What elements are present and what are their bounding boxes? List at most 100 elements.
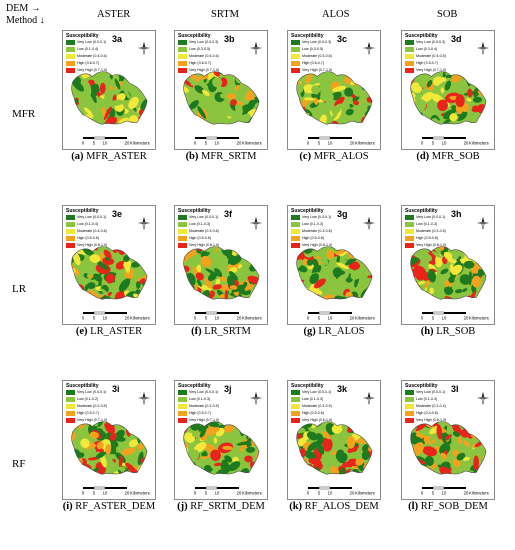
north-arrow-icon (249, 216, 263, 230)
panel-caption: (k) RF_ALOS_DEM (277, 501, 391, 512)
legend-title: Susceptibility (291, 208, 324, 214)
legend-swatch (405, 61, 414, 66)
legend-entry: Very Low (0.0-0.3) (405, 39, 465, 46)
legend-title: Susceptibility (66, 208, 99, 214)
legend-title: Susceptibility (291, 383, 324, 389)
legend-swatch (66, 390, 75, 395)
map-legend: Susceptibility Very Low (0.0-0.1) Low (0.1… (405, 383, 465, 424)
scale-unit-label: Kilometers (130, 141, 150, 146)
legend-entry: High (0.6-0.7) (291, 60, 351, 67)
panel-caption: (h) LR_SOB (391, 326, 505, 337)
legend-label: High (0.6-0.7) (77, 61, 99, 65)
legend-entry: High (0.4-0.6) (405, 410, 465, 417)
caption-letter: (g) (303, 326, 316, 337)
scale-tick-label: 5 (205, 141, 208, 146)
scale-tick-label: 0 (307, 316, 310, 321)
legend-label: Low (0.1-0.3) (416, 397, 438, 401)
scale-tick-label: 20 (464, 316, 469, 321)
map-legend: Susceptibility Very Low (0.0-0.1) Low (0.1… (66, 208, 126, 249)
susceptibility-map-panel: Susceptibility Very Low (0.0-0.1) Low (0.1… (287, 205, 381, 325)
caption-letter: (a) (71, 151, 84, 162)
caption-text: MFR_ALOS (313, 151, 369, 162)
legend-entry: High (0.6-0.8) (178, 235, 238, 242)
legend-swatch (178, 236, 187, 241)
legend-entry: High (0.6-0.7) (178, 60, 238, 67)
legend-label: High (0.5-0.7) (77, 411, 99, 415)
legend-swatch (405, 54, 414, 59)
caption-text: RF_SOB_DEM (420, 501, 488, 512)
scale-bar: 0 5 10 20 Kilometers (307, 311, 375, 321)
legend-swatch (291, 40, 300, 45)
scale-tick-label: 5 (432, 316, 435, 321)
legend-swatch (66, 215, 75, 220)
legend-label: Moderate (0.3-0.6) (189, 229, 219, 233)
legend-entry: Moderate (0.4-0.6) (66, 53, 126, 60)
legend-label: High (0.6-0.8) (302, 236, 324, 240)
panel-caption: (l) RF_SOB_DEM (391, 501, 505, 512)
legend-entry: Low (0.3-0.5) (178, 46, 238, 53)
legend-entry: High (0.5-0.8) (405, 235, 465, 242)
legend-title: Susceptibility (178, 208, 211, 214)
north-arrow-icon (249, 41, 263, 55)
legend-label: Very High (0.7-1.0) (189, 418, 220, 422)
caption-letter: (c) (299, 151, 312, 162)
legend-swatch (178, 390, 187, 395)
scale-tick-label: 10 (215, 316, 220, 321)
scale-unit-label: Kilometers (355, 316, 375, 321)
legend-swatch (178, 68, 187, 73)
watershed-map-image (183, 246, 260, 300)
north-arrow-icon (137, 391, 151, 405)
panel-caption: (e) LR_ASTER (52, 326, 166, 337)
legend-label: Very High (0.7-1.0) (77, 68, 108, 72)
panel-code: 3a (112, 34, 123, 44)
legend-label: Moderate (0.5-0.6) (302, 54, 332, 58)
legend-label: Moderate (0.4-0.6) (77, 54, 107, 58)
legend-label: Very Low (0.0-0.3) (302, 40, 332, 44)
legend-label: Very High (0.8-1.0) (302, 243, 333, 247)
legend-label: High (0.6-0.7) (302, 61, 324, 65)
legend-title: Susceptibility (405, 208, 438, 214)
legend-label: Moderate (0.5-0.6) (189, 54, 219, 58)
legend-entry: Moderate (0.3-0.6) (291, 228, 351, 235)
legend-entry: Moderate (0.5-0.6) (178, 53, 238, 60)
scale-tick-label: 20 (464, 491, 469, 496)
scale-unit-label: Kilometers (469, 141, 489, 146)
panel-caption: (i) RF_ASTER_DEM (52, 501, 166, 512)
legend-entry: Very Low (0.0-0.1) (66, 389, 126, 396)
legend-label: High (0.5-0.6) (302, 411, 324, 415)
legend-entry: Very Low (0.0-0.1) (291, 389, 351, 396)
scale-tick-label: 5 (205, 491, 208, 496)
scale-bar: 0 5 10 20 Kilometers (82, 486, 150, 496)
scale-tick-label: 0 (194, 491, 197, 496)
legend-entry: Very Low (0.0-0.1) (405, 214, 465, 221)
scale-tick-label: 10 (215, 491, 220, 496)
panel-code: 3b (224, 34, 235, 44)
scale-unit-label: Kilometers (242, 141, 262, 146)
legend-entry: High (0.6-0.8) (291, 235, 351, 242)
legend-label: Moderate (0.3-0.4) (416, 404, 446, 408)
scale-bar: 0 5 10 20 Kilometers (307, 136, 375, 146)
legend-label: Very High (0.8-1.0) (77, 243, 108, 247)
legend-entry: Low (0.1-0.4) (66, 46, 126, 53)
susceptibility-map-panel: Susceptibility Very Low (0.0-0.1) Low (0.1… (174, 205, 268, 325)
map-legend: Susceptibility Very Low (0.0-0.3) Low (0.3… (178, 33, 238, 74)
legend-entry: Very High (0.7-1.0) (178, 67, 238, 74)
legend-entry: Very High (0.8-1.0) (66, 242, 126, 249)
scale-unit-label: Kilometers (355, 491, 375, 496)
scale-tick-label: 20 (350, 141, 355, 146)
legend-label: Very Low (0.0-0.1) (77, 40, 107, 44)
panel-code: 3e (112, 209, 123, 219)
legend-label: Very Low (0.0-0.1) (416, 390, 446, 394)
legend-entry: Very High (0.7-1.0) (178, 417, 238, 424)
legend-entry: High (0.5-0.7) (66, 410, 126, 417)
legend-label: Very Low (0.0-0.1) (302, 390, 332, 394)
legend-label: High (0.5-0.7) (189, 411, 211, 415)
legend-swatch (405, 390, 414, 395)
scale-tick-label: 5 (432, 141, 435, 146)
panel-code: 3h (451, 209, 462, 219)
legend-swatch (291, 54, 300, 59)
legend-label: Very Low (0.0-0.3) (189, 40, 219, 44)
legend-swatch (66, 61, 75, 66)
panel-code: 3l (451, 384, 459, 394)
north-arrow-icon (362, 41, 376, 55)
